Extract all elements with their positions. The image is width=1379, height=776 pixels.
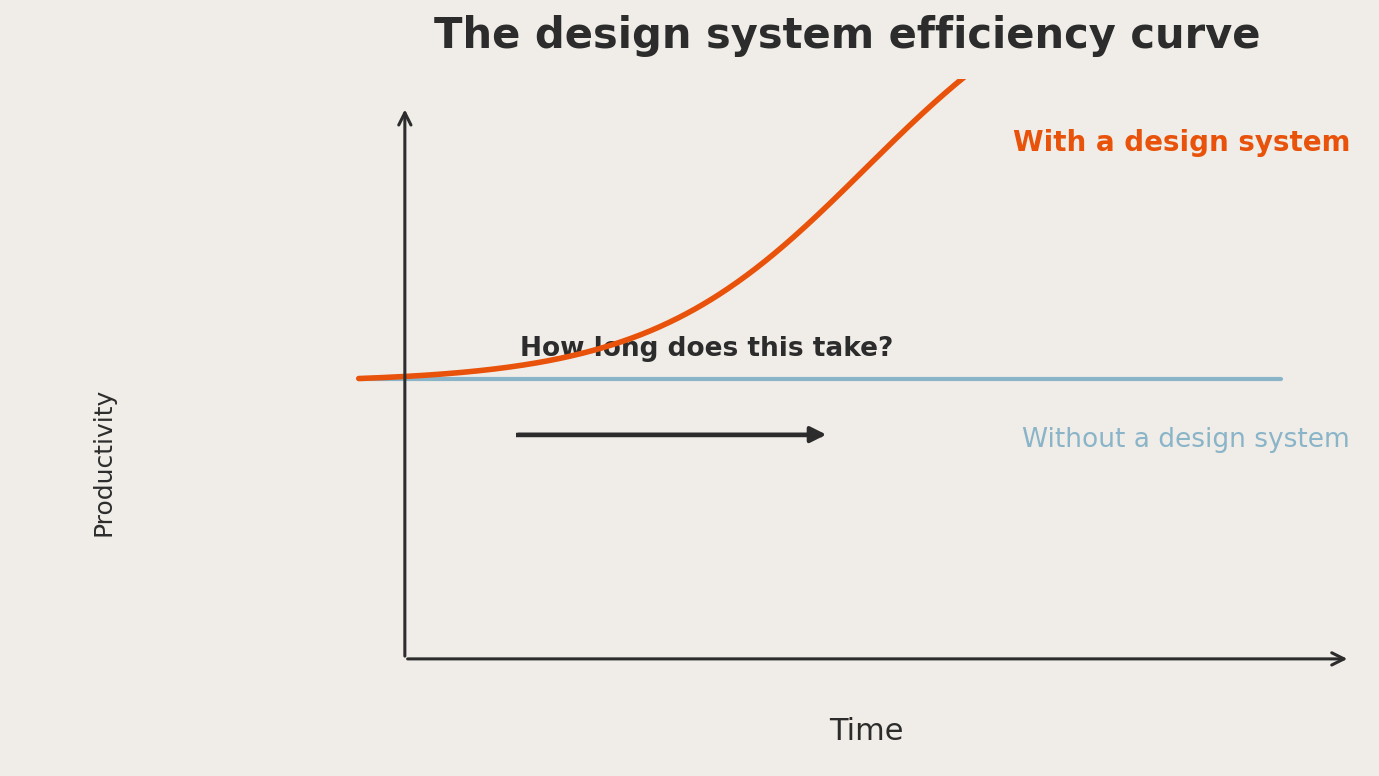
Title: The design system efficiency curve: The design system efficiency curve (434, 15, 1260, 57)
Text: Productivity: Productivity (92, 388, 116, 536)
Text: Without a design system: Without a design system (1022, 428, 1350, 453)
Text: With a design system: With a design system (1012, 129, 1350, 157)
Text: How long does this take?: How long does this take? (520, 336, 894, 362)
Text: Time: Time (829, 717, 903, 747)
